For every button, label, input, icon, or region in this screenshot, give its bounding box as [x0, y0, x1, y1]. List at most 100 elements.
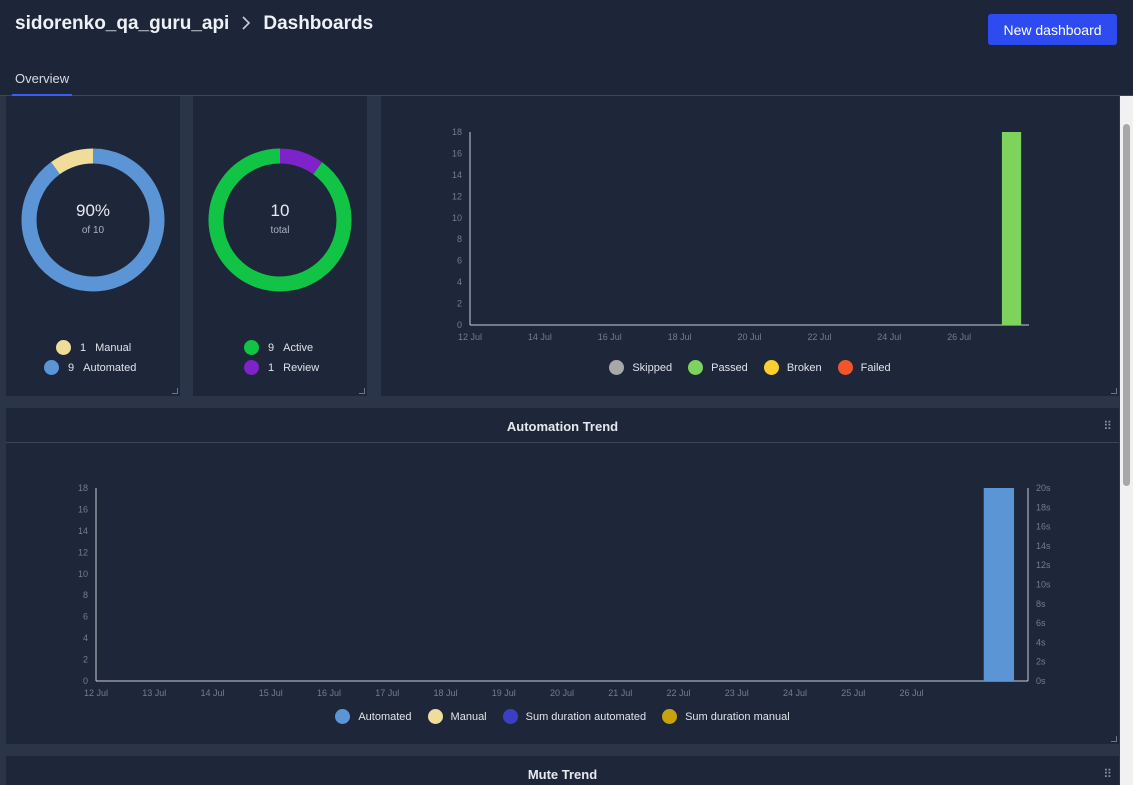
resize-handle-icon[interactable] [1111, 736, 1117, 742]
x-tick-label: 25 Jul [841, 688, 865, 698]
mute-trend-title: Mute Trend [527, 767, 598, 782]
legend-count: 9 [68, 361, 75, 374]
donut-slice-automated[interactable] [21, 148, 165, 292]
x-tick-label: 22 Jul [807, 332, 831, 342]
launch-results-widget: 0 2 4 6 8 10 12 14 16 18 12 Jul 14 Jul 16 Jul 18 Jul 2… [381, 96, 1119, 396]
legend-item-automated[interactable]: 9 Automated [44, 360, 136, 375]
x-tick-label: 12 Jul [458, 332, 482, 342]
resize-handle-icon[interactable] [1111, 388, 1117, 394]
y-tick-label: 12 [452, 191, 462, 201]
legend-label: Active [283, 341, 314, 354]
legend-label: Passed [711, 361, 748, 374]
legend-item-active[interactable]: 9 Active [244, 340, 313, 355]
legend-item-sum-duration-manual[interactable]: Sum duration manual [662, 709, 790, 724]
x-tick-label: 15 Jul [259, 688, 283, 698]
legend-label: Automated [358, 710, 412, 723]
legend-dot [56, 340, 71, 355]
legend-dot [837, 360, 853, 375]
bar-passed[interactable] [1001, 132, 1022, 325]
x-tick-label: 21 Jul [608, 688, 632, 698]
donut-slice-review[interactable] [279, 148, 323, 175]
y2-tick-label: 12s [1036, 560, 1051, 570]
legend-label: Failed [860, 361, 891, 374]
y-tick-label: 14 [78, 526, 88, 536]
x-tick-label: 23 Jul [725, 688, 749, 698]
legend-item-review[interactable]: 1 Review [244, 360, 319, 375]
x-tick-label: 18 Jul [433, 688, 457, 698]
legend-dot [502, 709, 518, 724]
y-tick-label: 14 [452, 170, 462, 180]
resize-handle-icon[interactable] [172, 388, 178, 394]
automation-trend-widget: Automation Trend ⠿ 0 2 4 6 8 10 12 14 16 18 0s 2s 4s… [6, 408, 1119, 744]
scrollbar-thumb[interactable] [1123, 124, 1130, 486]
y-tick-label: 10 [78, 569, 88, 579]
y-tick-label: 0 [83, 676, 88, 686]
y2-tick-label: 18s [1036, 502, 1051, 512]
legend-label: Manual [450, 710, 487, 723]
y-tick-label: 2 [457, 299, 462, 309]
tab-overview[interactable]: Overview [12, 71, 73, 96]
x-tick-label: 14 Jul [528, 332, 552, 342]
x-tick-label: 24 Jul [877, 332, 901, 342]
legend-count: 1 [80, 341, 87, 354]
automation-widget: 90% of 10 1 Manual 9 Automated [6, 96, 180, 396]
drag-handle-icon[interactable]: ⠿ [1103, 419, 1112, 433]
legend-dot [244, 340, 259, 355]
legend-dot [662, 709, 678, 724]
status-widget: 10 total 9 Active 1 Review [193, 96, 367, 396]
x-tick-label: 16 Jul [598, 332, 622, 342]
x-tick-label: 17 Jul [375, 688, 399, 698]
drag-handle-icon[interactable]: ⠿ [1103, 767, 1112, 781]
y2-tick-label: 16s [1036, 522, 1051, 532]
breadcrumb-project[interactable]: sidorenko_qa_guru_api [15, 13, 230, 34]
x-tick-label: 24 Jul [783, 688, 807, 698]
legend-item-failed[interactable]: Failed [837, 360, 891, 375]
y2-tick-label: 20s [1036, 483, 1051, 493]
donut-slice-active[interactable] [208, 148, 352, 292]
automation-caption: of 10 [81, 225, 105, 236]
y-tick-label: 8 [457, 234, 462, 244]
y-tick-label: 6 [457, 256, 462, 266]
dashboard-grid: 90% of 10 1 Manual 9 Automated 10 total … [0, 96, 1120, 785]
legend-dot [609, 360, 625, 375]
legend-dot [427, 709, 443, 724]
legend-item-automated[interactable]: Automated [335, 709, 412, 724]
y-tick-label: 16 [78, 504, 88, 514]
legend-count: 1 [268, 361, 275, 374]
legend-label: Skipped [632, 361, 673, 374]
y2-tick-label: 8s [1036, 599, 1046, 609]
legend-dot [244, 360, 259, 375]
y-tick-label: 8 [83, 590, 88, 600]
y2-tick-label: 14s [1036, 541, 1051, 551]
x-tick-label: 22 Jul [666, 688, 690, 698]
automation-trend-legend: Automated Manual Sum duration automated … [6, 709, 1119, 724]
x-tick-label: 20 Jul [737, 332, 761, 342]
divider [6, 442, 1119, 443]
y2-tick-label: 6s [1036, 618, 1046, 628]
legend-dot [763, 360, 779, 375]
legend-item-broken[interactable]: Broken [763, 360, 822, 375]
y-tick-label: 4 [457, 277, 462, 287]
y-tick-label: 12 [78, 547, 88, 557]
new-dashboard-button[interactable]: New dashboard [988, 14, 1117, 45]
donut-slice-manual[interactable] [50, 148, 94, 175]
legend-item-sum-duration-automated[interactable]: Sum duration automated [502, 709, 646, 724]
legend-label: Broken [786, 361, 822, 374]
legend-label: Automated [83, 361, 137, 374]
x-tick-label: 18 Jul [668, 332, 692, 342]
tab-bar: Overview [0, 62, 1133, 96]
legend-dot [44, 360, 59, 375]
resize-handle-icon[interactable] [359, 388, 365, 394]
legend-item-passed[interactable]: Passed [688, 360, 748, 375]
status-caption: total [270, 225, 290, 236]
scrollbar[interactable] [1120, 96, 1133, 785]
x-tick-label: 12 Jul [84, 688, 108, 698]
y2-tick-label: 0s [1036, 676, 1046, 686]
y2-tick-label: 10s [1036, 580, 1051, 590]
legend-item-manual[interactable]: 1 Manual [56, 340, 131, 355]
legend-item-manual[interactable]: Manual [427, 709, 487, 724]
y-tick-label: 2 [83, 655, 88, 665]
legend-item-skipped[interactable]: Skipped [609, 360, 672, 375]
legend-count: 9 [268, 341, 275, 354]
bar-automated[interactable] [983, 488, 1015, 681]
